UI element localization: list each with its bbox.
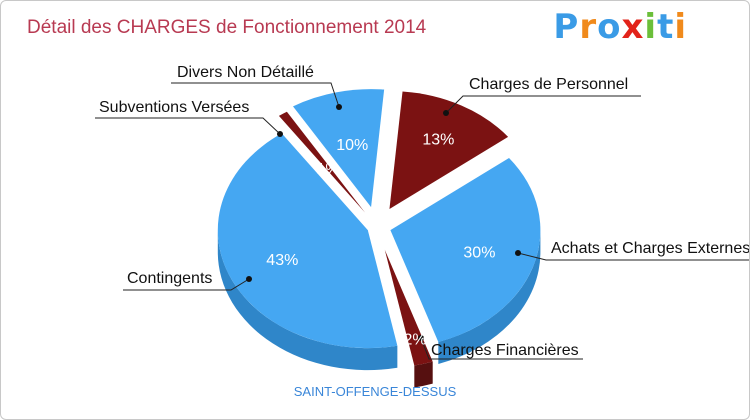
- leader-line: [95, 117, 281, 135]
- leader-arrow: [277, 131, 283, 137]
- slice-percent-label: 30%: [463, 244, 495, 261]
- leader-arrow: [515, 250, 521, 256]
- slice-category-label: Charges Financières: [431, 342, 579, 359]
- logo-letter: r: [579, 7, 598, 47]
- logo-letter: t: [657, 7, 675, 47]
- logo-letter: i: [644, 7, 658, 47]
- pie-slice-top: [390, 157, 541, 342]
- proxiti-logo: Proxiti: [553, 7, 687, 47]
- pie-slice-top: [278, 111, 365, 213]
- leader-arrow: [443, 110, 449, 116]
- slice-percent-label: 2%: [403, 332, 426, 349]
- pie-slice: [293, 89, 385, 208]
- leader-line: [517, 252, 749, 261]
- pie-slice: [278, 111, 365, 213]
- pie-slice: [217, 133, 398, 371]
- slice-percent-label: 1%: [316, 161, 339, 178]
- logo-letter: o: [597, 7, 622, 47]
- slice-category-label: Charges de Personnel: [469, 76, 628, 93]
- pie-slice: [389, 91, 509, 210]
- leader-line: [420, 337, 583, 360]
- pie-slices: [217, 89, 541, 388]
- leader-arrow: [246, 276, 252, 282]
- leader-line: [123, 278, 250, 291]
- slice-category-label: Divers Non Détaillé: [177, 64, 314, 81]
- logo-letter: P: [553, 7, 580, 47]
- slice-percent-label: 10%: [336, 137, 368, 154]
- logo-letter: x: [621, 7, 645, 47]
- slice-category-label: Subventions Versées: [99, 99, 249, 116]
- pie-slice-top: [389, 91, 509, 210]
- commune-name: SAINT-OFFENGE-DESSUS: [293, 384, 457, 399]
- leader-line: [171, 82, 340, 108]
- pie-slice-side: [217, 230, 398, 371]
- leader-line: [445, 95, 641, 114]
- pie-slice: [390, 157, 541, 364]
- pie-slice-side: [438, 230, 541, 364]
- logo-letter: i: [674, 7, 687, 47]
- pie-slice-side: [414, 361, 433, 388]
- slice-category-label: Achats et Charges Externes: [551, 240, 749, 257]
- chart-title: Détail des CHARGES de Fonctionnement 201…: [27, 17, 427, 38]
- pie-slice-top: [293, 89, 385, 208]
- leader-lines: [95, 82, 749, 360]
- slice-percent-label: 43%: [266, 252, 298, 269]
- slice-labels: 13% 30% 2% 43% 1% 10% Charges de Personnel Acha…: [99, 64, 749, 359]
- slice-percent-label: 13%: [422, 132, 454, 149]
- leader-arrow: [336, 104, 342, 110]
- leader-arrow: [418, 335, 424, 341]
- slice-category-label: Contingents: [127, 270, 212, 287]
- pie-slice-top: [217, 133, 398, 349]
